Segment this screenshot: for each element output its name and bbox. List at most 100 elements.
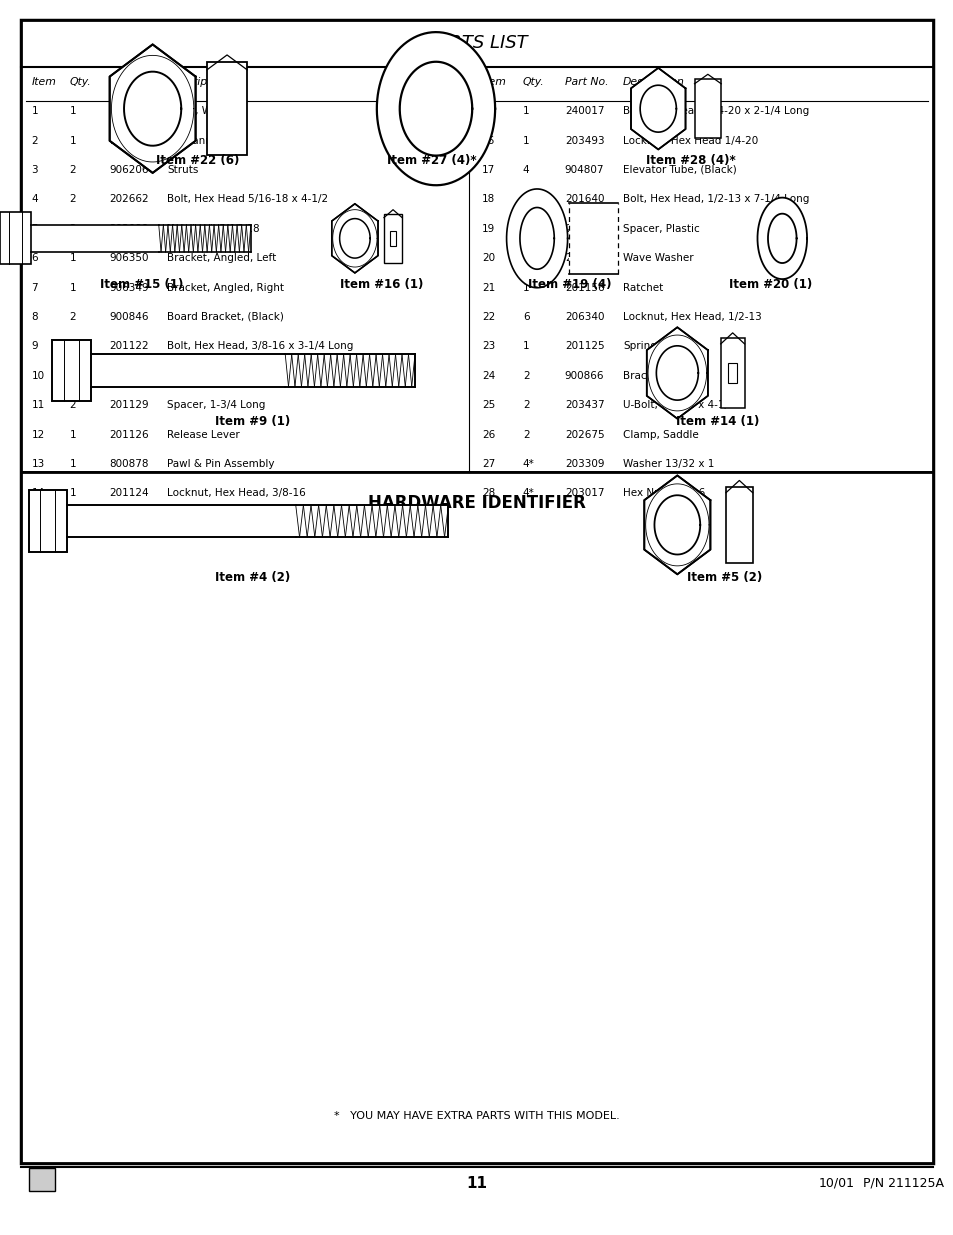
Text: 15: 15: [481, 106, 495, 116]
Text: 201122: 201122: [110, 341, 150, 351]
Text: Bolt, Hex Head, 1/4-20 x 2-1/4 Long: Bolt, Hex Head, 1/4-20 x 2-1/4 Long: [622, 106, 808, 116]
Text: 202675: 202675: [564, 430, 604, 440]
Bar: [207, 62, 247, 154]
Text: 201642: 201642: [564, 224, 604, 233]
Text: P/N 211125A: P/N 211125A: [862, 1177, 943, 1189]
Text: 1: 1: [31, 106, 38, 116]
Text: 201129: 201129: [110, 400, 150, 410]
Text: 1: 1: [522, 106, 529, 116]
Bar: [21, 20, 932, 472]
Polygon shape: [506, 189, 567, 288]
Text: 201140: 201140: [564, 253, 603, 263]
Bar: [720, 338, 743, 408]
Text: 11: 11: [31, 400, 45, 410]
Text: 1: 1: [70, 430, 76, 440]
Text: 206340: 206340: [564, 312, 603, 322]
Text: Item #16 (1): Item #16 (1): [339, 278, 423, 291]
Text: 6: 6: [522, 312, 529, 322]
Text: 4: 4: [31, 194, 38, 204]
Text: 2: 2: [522, 430, 529, 440]
Bar: [67, 505, 448, 537]
Text: 201133: 201133: [110, 370, 150, 380]
Text: Part No.: Part No.: [110, 77, 153, 86]
Text: Description: Description: [622, 77, 684, 86]
Text: 1: 1: [70, 459, 76, 469]
Polygon shape: [332, 204, 377, 273]
Text: 904807: 904807: [564, 165, 603, 175]
Text: 24: 24: [481, 370, 495, 380]
Bar: [725, 487, 752, 563]
Text: 18: 18: [481, 194, 495, 204]
Text: 900846: 900846: [110, 312, 149, 322]
Text: 906206: 906206: [110, 165, 149, 175]
Text: 5: 5: [522, 194, 529, 204]
Text: 1: 1: [522, 136, 529, 146]
Text: Support Bracket: Support Bracket: [167, 370, 252, 380]
Polygon shape: [757, 198, 806, 279]
Text: 2: 2: [70, 312, 76, 322]
Text: 2: 2: [31, 136, 38, 146]
Bar: [29, 1168, 55, 1191]
Text: 201126: 201126: [110, 430, 150, 440]
Polygon shape: [110, 44, 195, 173]
Text: Spacer, 1-3/4 Long: Spacer, 1-3/4 Long: [167, 400, 265, 410]
Bar: [29, 490, 67, 552]
Text: 10/01: 10/01: [818, 1177, 854, 1189]
Text: U-Channel: U-Channel: [167, 136, 221, 146]
Text: Item #15 (1): Item #15 (1): [99, 278, 183, 291]
Text: 4*: 4*: [522, 459, 534, 469]
Text: 201124: 201124: [110, 488, 150, 498]
Text: Bracket, Angled, Left: Bracket, Angled, Left: [167, 253, 276, 263]
Text: 2: 2: [522, 370, 529, 380]
Bar: [727, 363, 737, 383]
Text: 203017: 203017: [564, 488, 603, 498]
Text: 17: 17: [481, 165, 495, 175]
Text: 1: 1: [70, 283, 76, 293]
Text: Spacer, Plastic: Spacer, Plastic: [622, 224, 699, 233]
Bar: [568, 203, 618, 274]
Text: 906350: 906350: [110, 253, 149, 263]
Text: 800878: 800878: [110, 459, 149, 469]
Text: Hex Nut, 3/8-16: Hex Nut, 3/8-16: [622, 488, 704, 498]
Bar: [91, 354, 415, 387]
Text: 1: 1: [70, 106, 76, 116]
Text: Item: Item: [31, 77, 56, 86]
Text: Locknut, Hex Head, 1/2-13: Locknut, Hex Head, 1/2-13: [622, 312, 760, 322]
Text: 4: 4: [522, 165, 529, 175]
Text: 203099: 203099: [110, 224, 149, 233]
Text: Item: Item: [481, 77, 506, 86]
Bar: [21, 472, 932, 1163]
Text: Item #9 (1): Item #9 (1): [215, 415, 290, 429]
Text: 906377: 906377: [110, 136, 150, 146]
Text: 28: 28: [481, 488, 495, 498]
Text: 12: 12: [31, 430, 45, 440]
Bar: [389, 231, 396, 246]
Polygon shape: [767, 214, 796, 263]
Text: Item #4 (2): Item #4 (2): [215, 571, 290, 584]
Text: 2: 2: [70, 370, 76, 380]
Text: Locknut, Hex Head 1/4-20: Locknut, Hex Head 1/4-20: [622, 136, 758, 146]
Text: HARDWARE IDENTIFIER: HARDWARE IDENTIFIER: [368, 494, 585, 511]
Text: 1: 1: [70, 136, 76, 146]
Text: Nut, Lock 5/16-18: Nut, Lock 5/16-18: [167, 224, 259, 233]
Text: Bolt, Hex Head, 1/2-13 x 7-1/4 Long: Bolt, Hex Head, 1/2-13 x 7-1/4 Long: [622, 194, 808, 204]
Bar: [694, 79, 720, 138]
Text: 201640: 201640: [564, 194, 603, 204]
Text: Item #28 (4)*: Item #28 (4)*: [645, 154, 735, 168]
Text: 4: 4: [522, 224, 529, 233]
Bar: [383, 214, 401, 263]
Text: Bolt, Hex Head 5/16-18 x 4-1/2: Bolt, Hex Head 5/16-18 x 4-1/2: [167, 194, 328, 204]
Text: 4*: 4*: [522, 488, 534, 498]
Text: 206117: 206117: [110, 106, 150, 116]
Polygon shape: [519, 207, 554, 269]
Text: 1: 1: [522, 341, 529, 351]
Text: Item #27 (4)*: Item #27 (4)*: [387, 154, 476, 168]
Bar: [52, 340, 91, 401]
Text: PARTS LIST: PARTS LIST: [426, 35, 527, 52]
Text: Item #20 (1): Item #20 (1): [728, 278, 812, 291]
Text: 26: 26: [481, 430, 495, 440]
Text: 22: 22: [481, 312, 495, 322]
Text: Bracket, Angled, Right: Bracket, Angled, Right: [167, 283, 284, 293]
Text: 5: 5: [31, 224, 38, 233]
Text: Ratchet: Ratchet: [622, 283, 662, 293]
